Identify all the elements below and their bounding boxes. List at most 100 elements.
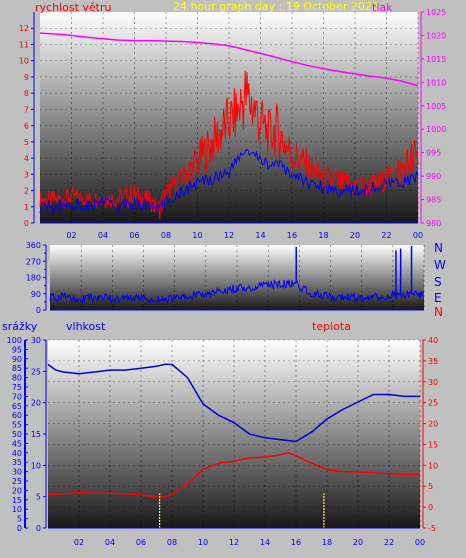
rain-axis-tick-label: 50 [12, 430, 22, 439]
chart1-x-tick-label: 22 [381, 231, 391, 240]
rain-axis-tick-label: 45 [12, 439, 22, 448]
rain-axis-tick-label: 5 [17, 515, 22, 524]
humidity-axis-tick-label: 5 [36, 493, 41, 502]
chart3-x-tick-label: 04 [105, 538, 115, 547]
chart2-tick-label: 270 [26, 257, 41, 266]
chart3-x-tick-label: 02 [74, 538, 84, 547]
chart1-x-tick-label: 20 [350, 231, 360, 240]
chart2-tick-label: 0 [36, 306, 41, 315]
chart3-x-tick-label: 16 [291, 538, 301, 547]
chart1-left-tick-label: 2 [24, 187, 29, 196]
humidity-line [47, 363, 420, 443]
chart1-left-tick-label: 9 [24, 73, 29, 82]
rain-axis-tick-label: 55 [12, 421, 22, 430]
direction-label-n-bottom: N [434, 305, 443, 319]
chart3-x-tick-label: 10 [198, 538, 208, 547]
chart3-plot-area [48, 340, 420, 528]
temperature-axis-tick-label: 5 [428, 482, 433, 491]
temperature-axis-tick-label: 25 [428, 399, 438, 408]
direction-label-s: S [434, 275, 442, 289]
rain-axis-tick-label: 65 [12, 402, 22, 411]
chart-title: 24 hour graph day : 19 October 2023 [173, 0, 379, 13]
wind-direction-line [49, 279, 425, 305]
chart1-x-tick-label: 16 [287, 231, 297, 240]
rain-axis-tick-label: 20 [12, 486, 22, 495]
temperature-axis-tick-label: 10 [428, 461, 438, 470]
direction-label-w: W [434, 258, 446, 272]
chart1-x-tick-label: 18 [318, 231, 328, 240]
chart1-right-tick-label: 1005 [426, 102, 446, 111]
chart1-left-tick-label: 11 [19, 40, 29, 49]
chart1-left-tick-label: 8 [24, 89, 29, 98]
chart2-tick-label: 90 [31, 290, 41, 299]
temperature-axis-label: teplota [312, 320, 351, 333]
chart1-left-tick-label: 5 [24, 138, 29, 147]
chart1-left-tick-label: 4 [24, 154, 29, 163]
temperature-axis-tick-label: 40 [428, 336, 438, 345]
chart3-x-tick-label: 12 [229, 538, 239, 547]
direction-label-e: E [434, 291, 442, 305]
chart1-x-tick-label: 14 [255, 231, 265, 240]
direction-label-n-top: N [434, 241, 443, 255]
chart1-left-tick-label: 12 [19, 24, 29, 33]
chart3-group: 0510152025303540455055606570758085909510… [7, 336, 438, 547]
rain-axis-tick-label: 100 [7, 336, 22, 345]
rain-axis-tick-label: 75 [12, 383, 22, 392]
rain-axis-tick-label: 95 [12, 345, 22, 354]
rain-axis-tick-label: 15 [12, 496, 22, 505]
chart1-right-tick-label: 1020 [426, 31, 446, 40]
left-axis-label: rychlost větru [35, 1, 111, 14]
chart1-right-tick-label: 990 [426, 172, 441, 181]
humidity-axis-tick-label: 10 [31, 461, 41, 470]
chart1-left-tick-label: 10 [19, 57, 29, 66]
chart1-x-tick-label: 04 [98, 231, 108, 240]
rain-axis-tick-label: 25 [12, 477, 22, 486]
rain-axis-tick-label: 60 [12, 411, 22, 420]
rain-axis-tick-label: 70 [12, 392, 22, 401]
temperature-axis-tick-label: 20 [428, 420, 438, 429]
humidity-axis-tick-label: 30 [31, 336, 41, 345]
wind-gust-line [39, 148, 419, 215]
chart3-x-tick-label: 14 [260, 538, 270, 547]
temperature-axis-tick-label: 15 [428, 440, 438, 449]
rain-axis-tick-label: 35 [12, 458, 22, 467]
rain-axis-tick-label: 80 [12, 374, 22, 383]
chart1-right-tick-label: 995 [426, 149, 441, 158]
chart3-x-tick-label: 18 [322, 538, 332, 547]
rain-axis-tick-label: 85 [12, 364, 22, 373]
chart3-x-tick-label: 20 [353, 538, 363, 547]
chart1-left-tick-label: 7 [24, 105, 29, 114]
chart1-x-tick-label: 00 [413, 231, 423, 240]
chart1-right-tick-label: 1010 [426, 78, 446, 87]
chart1-right-tick-label: 1000 [426, 125, 446, 134]
chart3-x-tick-label: 22 [384, 538, 394, 547]
humidity-axis-tick-label: 20 [31, 399, 41, 408]
pressure-line [39, 32, 419, 87]
right-axis-label: tlak [372, 1, 393, 14]
chart3-x-tick-label: 08 [167, 538, 177, 547]
chart1-x-tick-label: 06 [129, 231, 139, 240]
humidity-axis-label: vlhkost [66, 320, 106, 333]
chart2-group: 0 90 180 270 360 [26, 241, 425, 315]
chart2-tick-label: 180 [26, 274, 41, 283]
chart1-x-tick-label: 08 [161, 231, 171, 240]
temperature-axis-tick-label: 30 [428, 378, 438, 387]
chart3-x-tick-label: 06 [136, 538, 146, 547]
rain-axis-tick-label: 30 [12, 468, 22, 477]
chart3-x-tick-label: 00 [415, 538, 425, 547]
chart1-left-tick-label: 6 [24, 122, 29, 131]
chart1-right-tick-label: 985 [426, 196, 441, 205]
chart1-left-tick-label: 1 [24, 203, 29, 212]
temperature-axis-tick-label: 0 [428, 503, 433, 512]
temperature-line [47, 452, 420, 498]
temperature-axis-tick-label: -5 [428, 524, 436, 533]
humidity-axis-tick-label: 25 [31, 367, 41, 376]
chart1-left-tick-label: 3 [24, 170, 29, 179]
chart1-right-tick-label: 980 [426, 219, 441, 228]
humidity-axis-tick-label: 0 [36, 524, 41, 533]
chart1-x-tick-label: 12 [224, 231, 234, 240]
rain-axis-tick-label: 40 [12, 449, 22, 458]
rain-axis-tick-label: 0 [17, 524, 22, 533]
chart2-tick-label: 360 [26, 241, 41, 250]
